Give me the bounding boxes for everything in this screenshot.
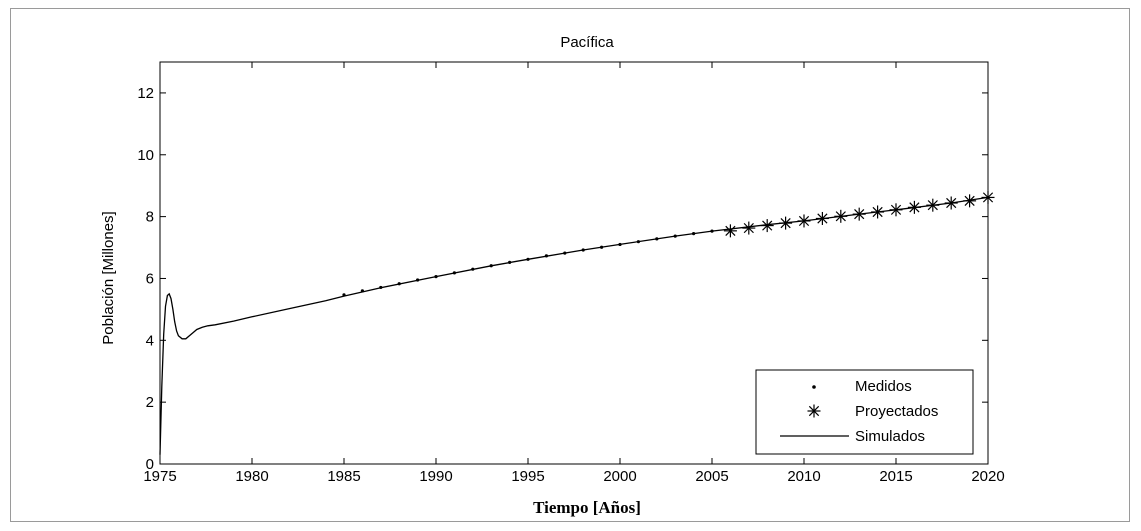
x-tick-label: 2000 xyxy=(603,468,636,485)
axis-ticks: 1975 1980 1985 1990 1995 2000 2005 2010 2015 2020… xyxy=(137,62,1005,485)
y-axis-label: Población [Millones] xyxy=(100,211,117,344)
y-tick-label: 12 xyxy=(137,85,154,102)
y-tick-label: 2 xyxy=(146,394,154,411)
legend-marker-medidos xyxy=(812,385,816,389)
x-tick-label: 1990 xyxy=(419,468,452,485)
legend-marker-proyectados xyxy=(807,404,821,418)
y-tick-label: 6 xyxy=(146,270,154,287)
x-tick-label: 2015 xyxy=(879,468,912,485)
proyectados-point xyxy=(742,221,756,235)
legend-box xyxy=(755,369,974,455)
y-tick-label: 4 xyxy=(146,332,154,349)
x-tick-label: 2010 xyxy=(787,468,820,485)
legend-label: Proyectados xyxy=(855,403,938,420)
x-tick-label: 1980 xyxy=(235,468,268,485)
x-tick-label: 1995 xyxy=(511,468,544,485)
x-axis-label: Tiempo [Años] xyxy=(533,498,641,517)
x-tick-label: 2005 xyxy=(695,468,728,485)
proyectados-point xyxy=(723,224,737,238)
legend: Medidos Proyectados Simulados xyxy=(755,369,974,455)
plot-area xyxy=(159,61,989,465)
x-tick-label: 1985 xyxy=(327,468,360,485)
data-marks xyxy=(159,190,995,455)
series-line-simulados xyxy=(159,196,989,455)
legend-label: Simulados xyxy=(855,428,925,445)
legend-label: Medidos xyxy=(855,378,912,395)
y-tick-label: 8 xyxy=(146,209,154,226)
x-tick-label: 2020 xyxy=(971,468,1004,485)
y-tick-label: 10 xyxy=(137,147,154,164)
x-tick-label: 1975 xyxy=(143,468,176,485)
y-tick-label: 0 xyxy=(146,456,154,473)
chart-title: Pacífica xyxy=(560,34,614,51)
